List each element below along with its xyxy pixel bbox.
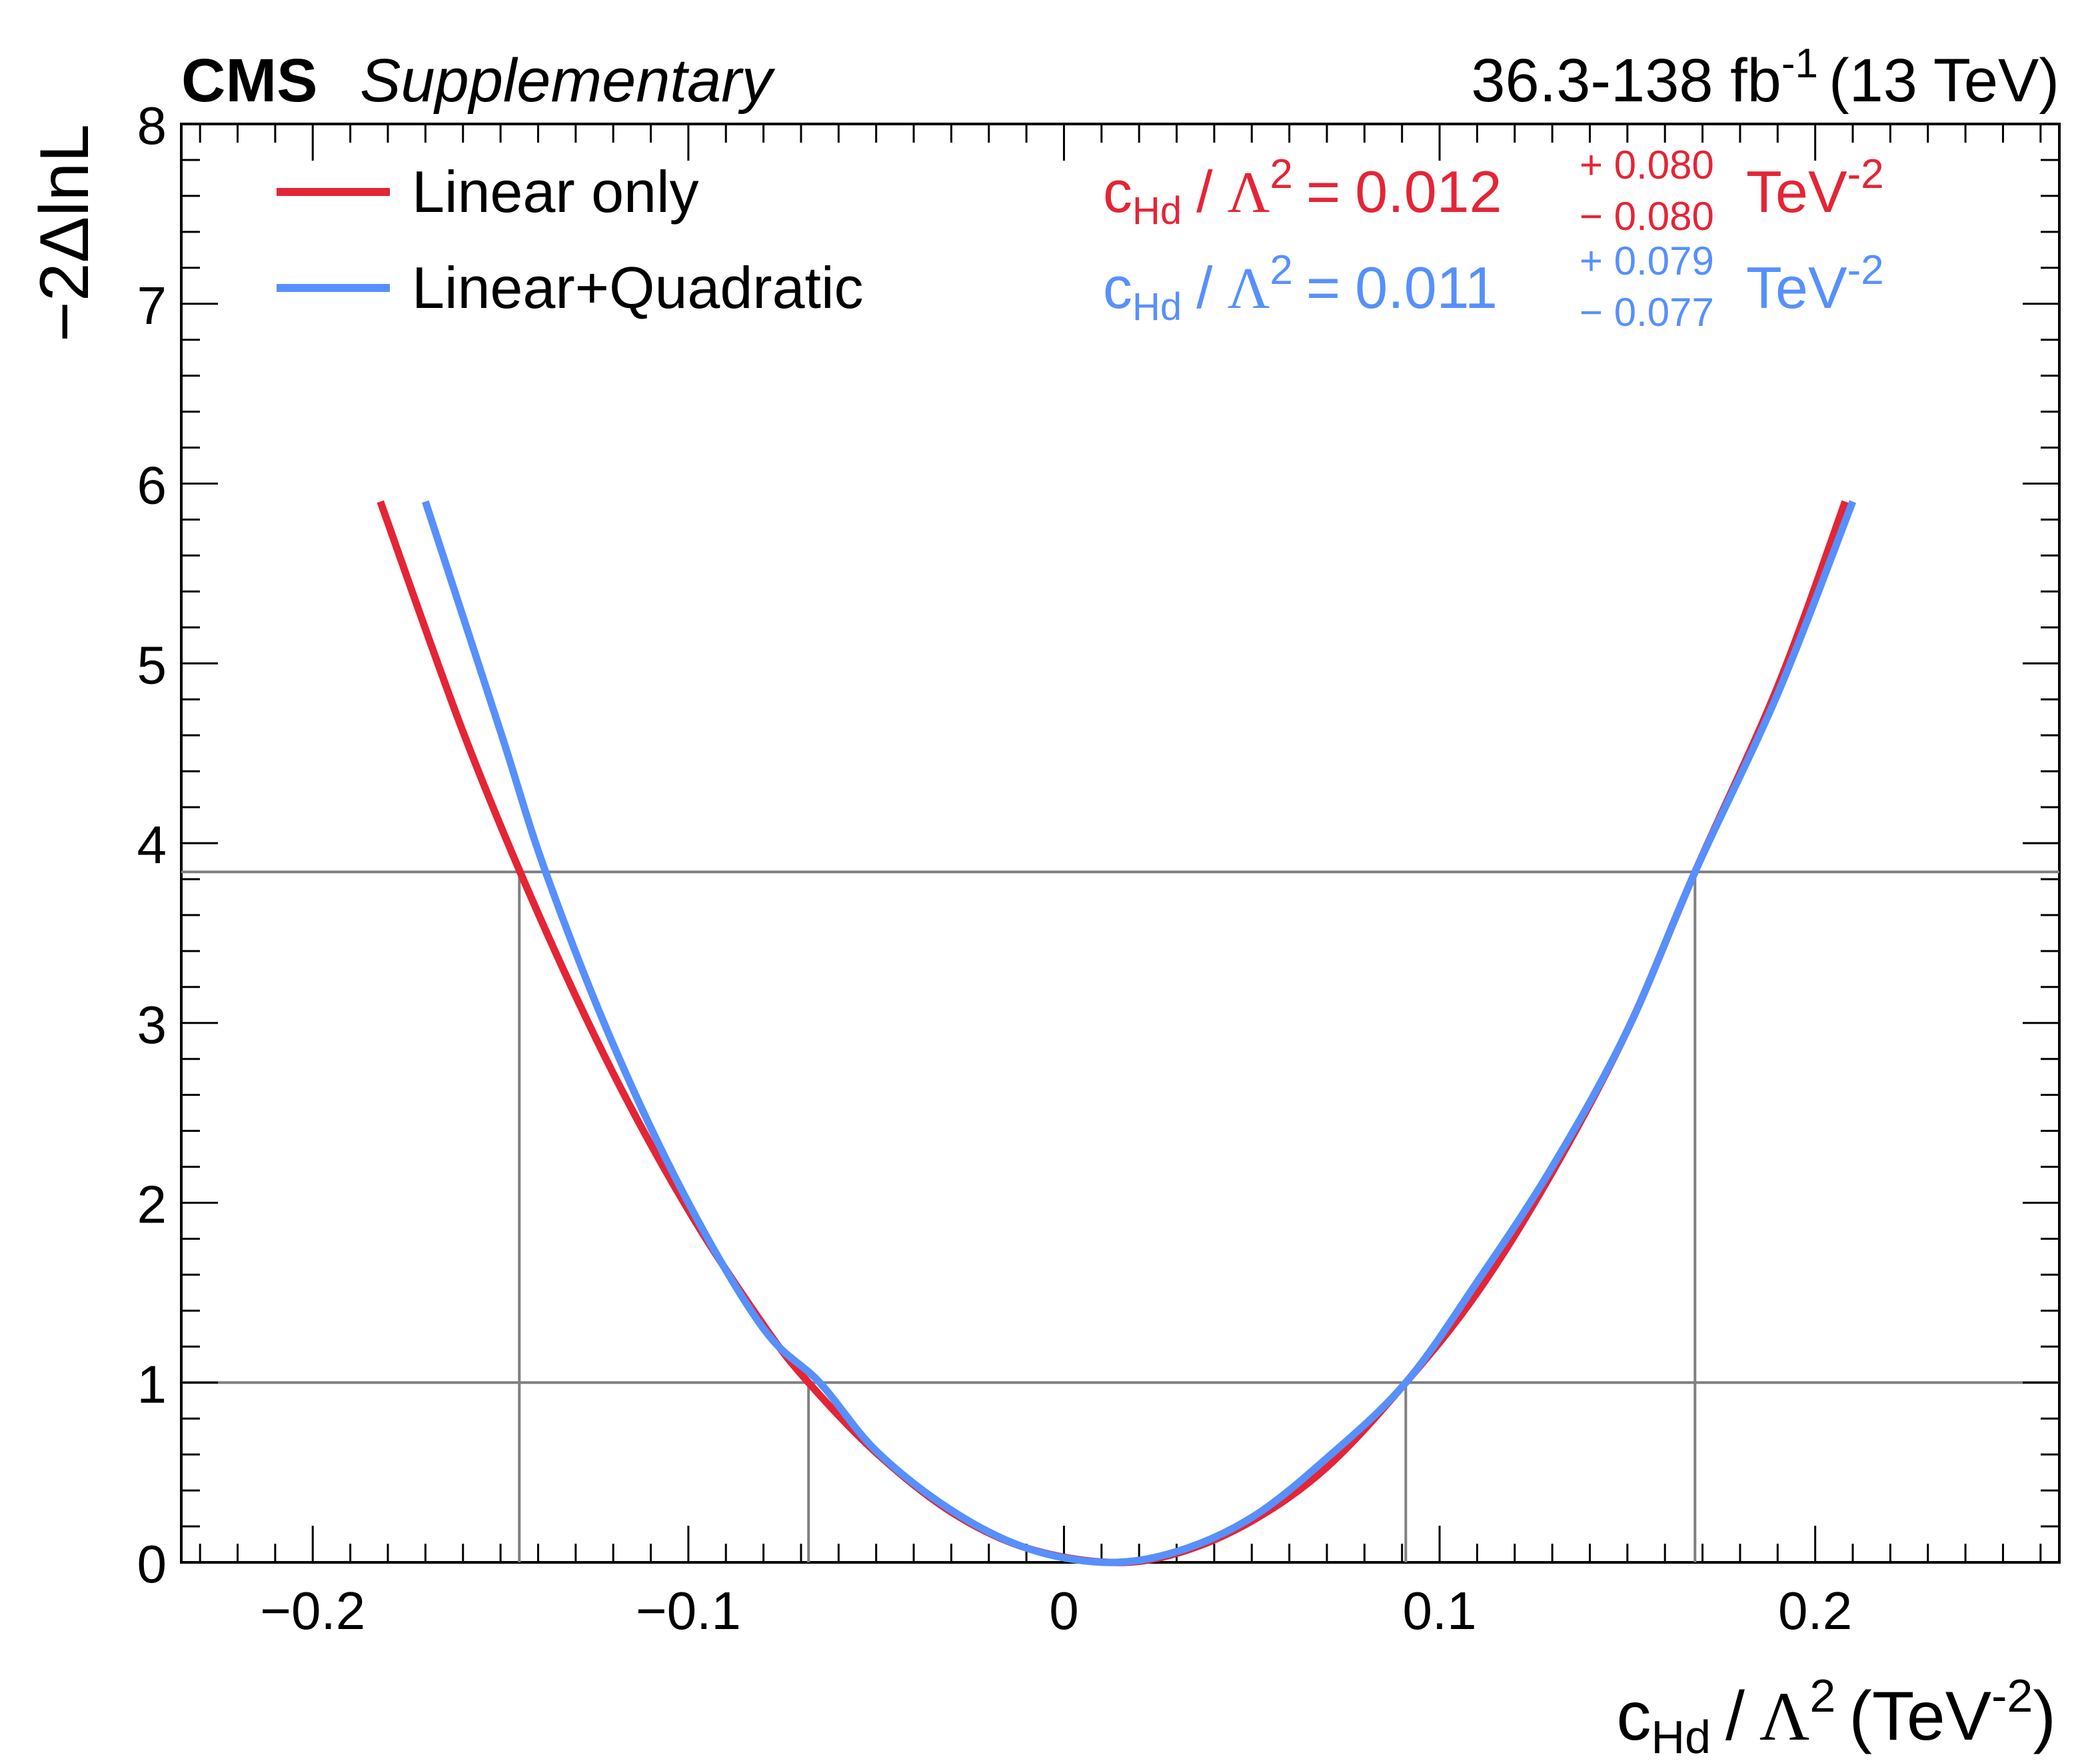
x-axis-title: cHd / Λ2 (TeV-2) bbox=[1617, 1670, 2056, 1763]
likelihood-curves bbox=[377, 500, 1857, 1566]
lumi-energy-label: 36.3-138 fb-1 (13 TeV) bbox=[1471, 41, 2059, 115]
result-quadratic: cHd / Λ2 = 0.011 + 0.079 − 0.077 TeV-2 bbox=[1103, 239, 1884, 335]
x-tick-label: −0.1 bbox=[636, 1581, 741, 1640]
result-linear-unit: TeV-2 bbox=[1746, 151, 1884, 225]
y-tick-label: 1 bbox=[137, 1354, 167, 1414]
experiment-label: CMS bbox=[181, 47, 317, 115]
y-axis-title: −2ΔlnL bbox=[26, 124, 103, 342]
y-tick-label: 3 bbox=[137, 995, 167, 1054]
plot-frame bbox=[180, 123, 2061, 1564]
y-tick-label: 4 bbox=[137, 815, 167, 875]
legend: Linear only Linear+Quadratic bbox=[277, 159, 864, 321]
y-tick-label: 5 bbox=[137, 635, 167, 695]
y-tick-label: 2 bbox=[137, 1175, 167, 1234]
result-linear-plus: + 0.080 bbox=[1579, 143, 1714, 187]
result-linear: cHd / Λ2 = 0.012 + 0.080 − 0.080 TeV-2 bbox=[1103, 143, 1884, 239]
supplementary-label: Supplementary bbox=[360, 47, 776, 115]
x-tick-label: −0.2 bbox=[260, 1581, 365, 1640]
reference-lines bbox=[181, 871, 2059, 1562]
y-tick-label: 7 bbox=[137, 276, 167, 335]
y-tick-label: 0 bbox=[137, 1534, 167, 1594]
result-quadratic-plus: + 0.079 bbox=[1579, 239, 1714, 283]
axis-ticks bbox=[181, 123, 2059, 1564]
result-linear-formula: cHd / Λ2 = 0.012 bbox=[1103, 151, 1502, 233]
axis-tick-labels: −0.2 −0.1 0 0.1 0.2 0 1 2 3 4 5 6 7 8 bbox=[137, 96, 1853, 1640]
x-tick-label: 0 bbox=[1049, 1581, 1079, 1640]
x-tick-label: 0.1 bbox=[1402, 1581, 1476, 1640]
series-linear-quadratic bbox=[422, 500, 1857, 1566]
y-tick-label: 8 bbox=[137, 96, 167, 155]
x-tick-label: 0.2 bbox=[1778, 1581, 1852, 1640]
y-tick-label: 6 bbox=[137, 456, 167, 515]
result-quadratic-unit: TeV-2 bbox=[1746, 247, 1884, 321]
result-quadratic-formula: cHd / Λ2 = 0.011 bbox=[1103, 247, 1498, 329]
legend-label-quadratic: Linear+Quadratic bbox=[412, 255, 864, 321]
legend-label-linear: Linear only bbox=[412, 159, 699, 225]
result-linear-minus: − 0.080 bbox=[1579, 194, 1714, 239]
result-quadratic-minus: − 0.077 bbox=[1579, 290, 1714, 335]
